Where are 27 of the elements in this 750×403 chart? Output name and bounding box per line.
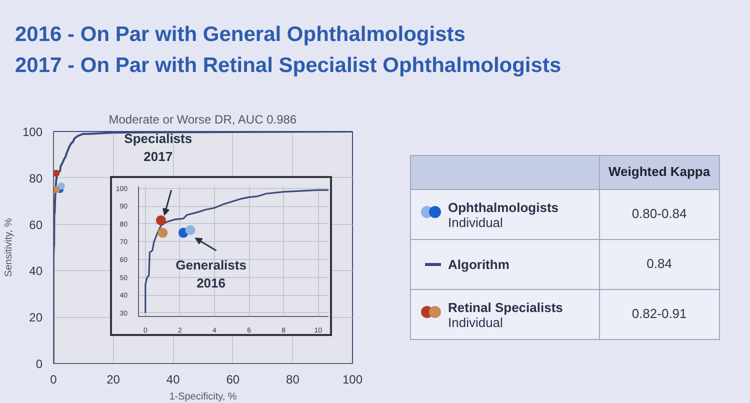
- y-tick-label: 100: [22, 125, 43, 139]
- point: [158, 228, 168, 238]
- chart-title: Moderate or Worse DR, AUC 0.986: [108, 112, 297, 126]
- y-tick-label: 0: [36, 357, 43, 371]
- x-tick-label: 80: [286, 372, 300, 386]
- text: 2017 - On Par with Retinal Specialist Ophthalmologists: [15, 54, 562, 77]
- table: Weighted Kappa Ophthalmologists Individual 0.80-0.84 Algorithm 0.84 Retinal Specialists Individual 0.82-0.91: [410, 155, 720, 340]
- point: [156, 215, 166, 226]
- category-label: Algorithm: [448, 257, 510, 272]
- x-tick-label: 100: [342, 372, 363, 386]
- category-label: Ophthalmologists Individual: [447, 198, 560, 230]
- point: [185, 225, 196, 236]
- y-tick-label: 20: [29, 310, 43, 325]
- category-label: Retinal Specialists Individual: [447, 298, 564, 330]
- y-tick-label: 60: [29, 218, 43, 232]
- annotation: Generalists 2016: [176, 257, 246, 290]
- annotation: Specialists 2017: [124, 131, 192, 164]
- text: 2016 - On Par with General Ophthalmologists: [15, 23, 466, 46]
- y-tick-label: 40: [29, 264, 43, 278]
- x-tick-label: 40: [166, 372, 180, 386]
- y-tick-label: 80: [29, 171, 43, 186]
- y-axis-title: Sensitivity, %: [3, 218, 14, 277]
- x-tick-label: 0: [50, 372, 58, 386]
- x-axis-title: 1-Specificity, %: [169, 392, 237, 402]
- line-series: [54, 132, 352, 364]
- line-series: [144, 189, 328, 314]
- x-tick-label: 60: [226, 372, 240, 386]
